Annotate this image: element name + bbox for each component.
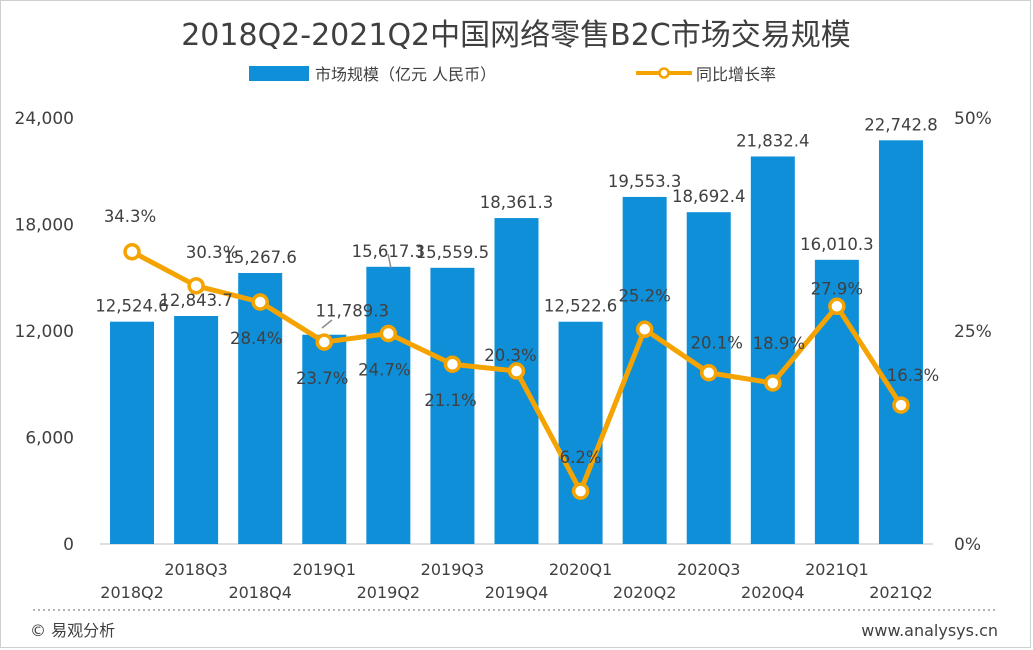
leader-line [387, 253, 392, 269]
line-value-label: 23.7% [296, 369, 348, 388]
line-point [764, 374, 782, 392]
line-value-label: 20.3% [484, 346, 536, 365]
bar-value-label: 12,522.6 [544, 297, 617, 316]
line-point [892, 396, 910, 414]
bar-value-label: 16,010.3 [800, 235, 873, 254]
line-point [315, 333, 334, 351]
left-tick-label: 12,000 [15, 322, 74, 342]
x-tick-label: 2018Q4 [228, 583, 292, 602]
line-value-label: 6.2% [560, 448, 602, 467]
bar-value-label: 18,692.4 [672, 187, 745, 206]
line-value-label: 25.2% [618, 286, 670, 305]
chart-title: 2018Q2-2021Q2中国网络零售B2C市场交易规模 [181, 18, 851, 53]
right-axis: 0% 25% 50% [954, 109, 992, 555]
legend-bar-swatch [249, 66, 309, 81]
bar [110, 321, 155, 544]
bar-value-label: 21,832.4 [736, 131, 809, 150]
left-tick-label: 6,000 [25, 429, 74, 449]
bar-value-labels: 12,524.612,843.7 15,267.6 11,789.3 15,617.3… [95, 115, 937, 320]
left-tick-label: 18,000 [15, 216, 74, 236]
line-point [251, 293, 269, 311]
line-point [123, 243, 141, 261]
bar-value-label: 12,524.6 [95, 297, 168, 316]
bar [366, 266, 411, 544]
line-point [443, 355, 462, 373]
bar [430, 267, 475, 544]
bar-series [110, 140, 923, 545]
footer-website: www.analysys.cn [861, 621, 998, 640]
legend: 市场规模（亿元 人民币） 同比增长率 [249, 65, 776, 84]
right-tick-label: 0% [954, 535, 981, 555]
line-value-label: 24.7% [358, 361, 410, 380]
bar [750, 156, 795, 544]
line-value-label: 21.1% [424, 391, 476, 410]
bar-value-label: 15,617.3 [352, 242, 425, 261]
leader-line [321, 319, 333, 329]
x-tick-label: 2018Q3 [164, 560, 228, 579]
bar-value-label: 12,843.7 [159, 291, 232, 310]
bar [494, 218, 539, 545]
x-tick-label: 2020Q1 [549, 560, 613, 579]
line-value-label: 27.9% [811, 279, 863, 298]
line-point [571, 482, 590, 500]
bar-value-label: 11,789.3 [316, 302, 389, 321]
x-tick-label: 2020Q3 [677, 560, 741, 579]
bar [174, 316, 219, 544]
bar-value-label: 15,267.6 [223, 248, 296, 267]
line-point [828, 297, 846, 316]
bar [238, 273, 283, 544]
footer-copyright: © 易观分析 [30, 621, 115, 640]
line-value-labels: 34.3% 30.3% 28.4% 23.7% 24.7% 21.1% 20.3% 6.2% 2… [104, 207, 939, 467]
bar-value-label: 18,361.3 [480, 193, 553, 212]
legend-line-marker [658, 67, 670, 79]
x-tick-label: 2020Q2 [613, 583, 677, 602]
line-value-label: 34.3% [104, 207, 156, 226]
left-tick-label: 24,000 [15, 109, 74, 129]
bar-value-label: 19,553.3 [608, 172, 681, 191]
line-value-label: 30.3% [186, 243, 238, 262]
bar-value-label: 22,742.8 [864, 115, 937, 134]
x-tick-label: 2018Q2 [100, 583, 164, 602]
line-point [187, 277, 205, 295]
line-point [379, 324, 398, 343]
line-value-label: 18.9% [753, 334, 805, 353]
line-point [507, 362, 526, 380]
x-tick-label: 2019Q4 [485, 583, 549, 602]
left-tick-label: 0 [63, 535, 74, 555]
bar-value-label: 15,559.5 [416, 243, 489, 262]
x-axis-labels: 2018Q22018Q32018Q42019Q12019Q22019Q32019… [100, 560, 932, 602]
x-tick-label: 2021Q1 [805, 560, 869, 579]
x-tick-label: 2019Q3 [421, 560, 485, 579]
line-series [123, 243, 910, 500]
line-point [635, 320, 654, 339]
x-tick-label: 2020Q4 [741, 583, 805, 602]
legend-line-label: 同比增长率 [696, 65, 776, 84]
line-value-label: 16.3% [887, 366, 939, 385]
bar [302, 334, 347, 544]
right-tick-label: 50% [954, 109, 992, 129]
x-tick-label: 2019Q1 [293, 560, 357, 579]
x-tick-label: 2019Q2 [357, 583, 421, 602]
left-axis: 0 6,000 12,000 18,000 24,000 [15, 109, 74, 555]
bar [878, 140, 923, 544]
leader-lines [321, 253, 392, 329]
right-tick-label: 25% [954, 322, 992, 342]
line-value-label: 20.1% [691, 334, 743, 353]
line-point [699, 363, 718, 382]
x-tick-label: 2021Q2 [869, 583, 933, 602]
legend-bar-label: 市场规模（亿元 人民币） [315, 65, 496, 84]
line-value-label: 28.4% [230, 329, 282, 348]
bar [558, 321, 603, 544]
